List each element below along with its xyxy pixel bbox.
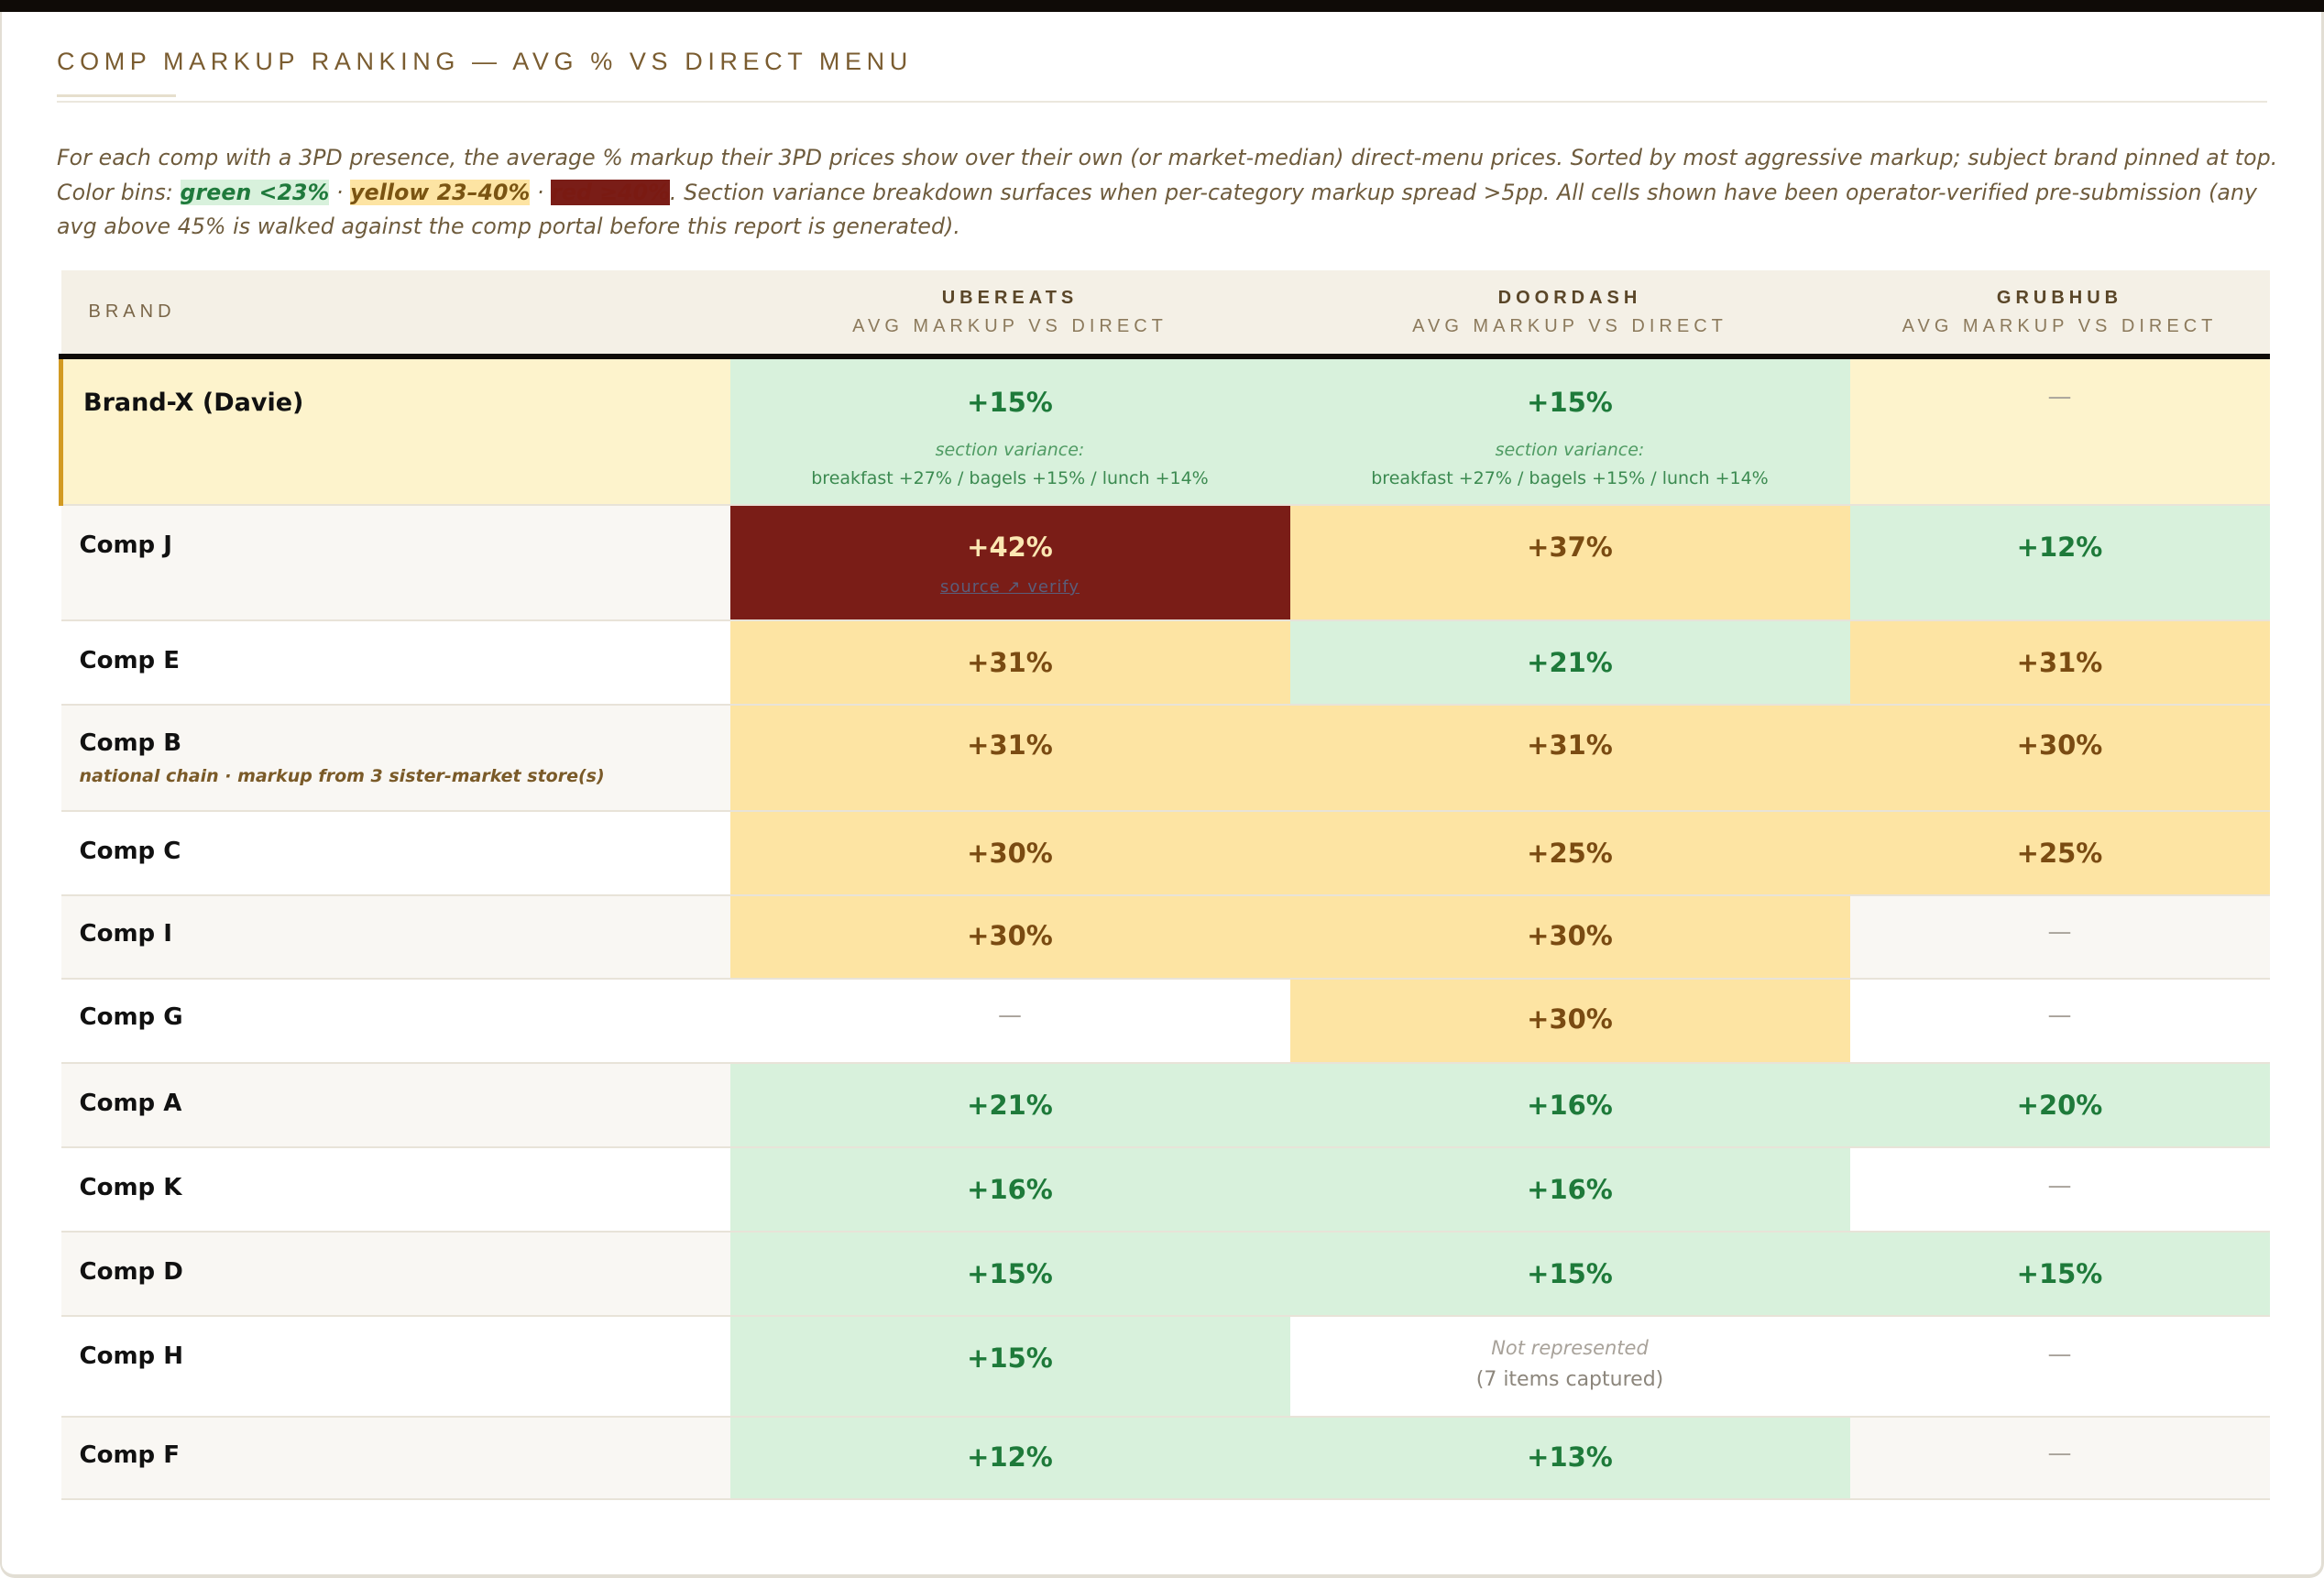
top-bar: [0, 0, 2324, 12]
title-divider: [57, 101, 2267, 103]
brand-name: Comp J: [60, 505, 730, 621]
grubhub-markup-cell: +25%: [1849, 811, 2270, 896]
grubhub-markup-cell: —: [1849, 1417, 2270, 1500]
table-row-comp-c: Comp C +30% +25% +25%: [60, 811, 2270, 896]
report-description: For each comp with a 3PD presence, the a…: [57, 141, 2293, 245]
grubhub-markup-cell: —: [1849, 1316, 2270, 1418]
ubereats-markup-cell: +15%: [729, 1232, 1290, 1317]
brand-name: Comp B: [79, 729, 182, 757]
brand-column-header: BRAND: [60, 270, 730, 359]
markup-value: +15%: [967, 387, 1053, 418]
ubereats-markup-cell: +30%: [729, 811, 1290, 896]
doordash-markup-cell: +15%: [1289, 1232, 1850, 1317]
variance-label: section variance:: [1495, 440, 1645, 460]
not-represented-label: Not represented: [1491, 1337, 1649, 1359]
table-row-comp-k: Comp K +16% +16% —: [60, 1147, 2270, 1233]
ubereats-markup-cell: —: [729, 979, 1290, 1064]
variance-label: section variance:: [935, 440, 1085, 460]
brand-name: Comp F: [60, 1417, 730, 1500]
brand-note: national chain · markup from 3 sister-ma…: [79, 766, 605, 786]
section-variance: section variance: breakfast +27% / bagels…: [1290, 436, 1850, 493]
ubereats-header-label: UBEREATS: [941, 287, 1079, 308]
doordash-markup-cell: +13%: [1289, 1417, 1850, 1500]
ubereats-column-header: UBEREATS AVG MARKUP VS DIRECT: [729, 270, 1290, 359]
table-row-comp-e: Comp E +31% +21% +31%: [60, 620, 2270, 706]
table-row-comp-i: Comp I +30% +30% —: [60, 895, 2270, 980]
legend-green: green <23%: [180, 179, 330, 205]
ubereats-markup-cell: +15%: [729, 1316, 1290, 1418]
brand-name: Brand-X (Davie): [59, 356, 730, 506]
table-row-comp-b: Comp B national chain · markup from 3 sis…: [60, 705, 2270, 812]
report-title: COMP MARKUP RANKING — AVG % VS DIRECT ME…: [57, 48, 913, 75]
table-row-comp-a: Comp A +21% +16% +20%: [60, 1063, 2270, 1148]
grubhub-header-label: GRUBHUB: [1996, 287, 2123, 308]
grubhub-markup-cell: +15%: [1849, 1232, 2270, 1317]
doordash-markup-cell: +30%: [1289, 895, 1850, 980]
ubereats-header-sub: AVG MARKUP VS DIRECT: [852, 315, 1167, 336]
brand-name: Comp A: [60, 1063, 730, 1148]
variance-breakdown: breakfast +27% / bagels +15% / lunch +14…: [811, 468, 1209, 488]
table-row-comp-g: Comp G — +30% —: [60, 979, 2270, 1064]
ubereats-markup-cell: +21%: [729, 1063, 1290, 1148]
brand-name-cell: Comp B national chain · markup from 3 sis…: [60, 705, 730, 812]
table-row-comp-j: Comp J +42% source ↗ verify +37% +12%: [60, 505, 2270, 621]
ubereats-markup-cell: +16%: [729, 1147, 1290, 1233]
grubhub-markup-cell: +20%: [1849, 1063, 2270, 1148]
ubereats-markup-cell: +15% section variance: breakfast +27% / ba…: [729, 356, 1290, 506]
grubhub-markup-cell: +12%: [1849, 505, 2270, 621]
table-row-comp-h: Comp H +15% Not represented (7 items capt…: [60, 1316, 2270, 1418]
ubereats-markup-cell: +42% source ↗ verify: [729, 505, 1290, 621]
doordash-markup-cell: +21%: [1289, 620, 1850, 706]
doordash-markup-cell: +16%: [1289, 1147, 1850, 1233]
brand-name: Comp G: [60, 979, 730, 1064]
grubhub-header-sub: AVG MARKUP VS DIRECT: [1902, 315, 2218, 336]
legend-sep: ·: [530, 179, 552, 205]
table-row-brand-x: Brand-X (Davie) +15% section variance: bre…: [59, 356, 2270, 506]
ubereats-markup-cell: +31%: [729, 620, 1290, 706]
doordash-markup-cell: +25%: [1289, 811, 1850, 896]
grubhub-markup-cell: —: [1849, 356, 2270, 506]
doordash-markup-cell: +31%: [1289, 705, 1850, 812]
report-card: [0, 12, 2324, 1578]
brand-name: Comp C: [60, 811, 730, 896]
table-row-comp-d: Comp D +15% +15% +15%: [60, 1232, 2270, 1317]
markup-table: BRAND UBEREATS AVG MARKUP VS DIRECT DOORD…: [59, 270, 2270, 1500]
doordash-header-label: DOORDASH: [1497, 287, 1642, 308]
ubereats-markup-cell: +12%: [729, 1417, 1290, 1500]
variance-breakdown: breakfast +27% / bagels +15% / lunch +14…: [1371, 468, 1769, 488]
grubhub-column-header: GRUBHUB AVG MARKUP VS DIRECT: [1849, 270, 2270, 359]
brand-name: Comp D: [60, 1232, 730, 1317]
grubhub-markup-cell: —: [1849, 1147, 2270, 1233]
doordash-column-header: DOORDASH AVG MARKUP VS DIRECT: [1289, 270, 1850, 359]
description-intro: For each comp with a 3PD presence, the a…: [57, 145, 2278, 205]
doordash-markup-cell: Not represented (7 items captured): [1289, 1316, 1850, 1418]
grubhub-markup-cell: +30%: [1849, 705, 2270, 812]
markup-value: +15%: [1527, 387, 1613, 418]
doordash-markup-cell: +37%: [1289, 505, 1850, 621]
brand-name: Comp K: [60, 1147, 730, 1233]
markup-value: +42%: [967, 531, 1053, 563]
grubhub-markup-cell: —: [1849, 979, 2270, 1064]
doordash-markup-cell: +30%: [1289, 979, 1850, 1064]
ubereats-markup-cell: +31%: [729, 705, 1290, 812]
table-row-comp-f: Comp F +12% +13% —: [60, 1417, 2270, 1500]
legend-sep: ·: [329, 179, 351, 205]
doordash-markup-cell: +16%: [1289, 1063, 1850, 1148]
description-outro: . Section variance breakdown surfaces wh…: [57, 179, 2258, 240]
doordash-header-sub: AVG MARKUP VS DIRECT: [1412, 315, 1727, 336]
grubhub-markup-cell: +31%: [1849, 620, 2270, 706]
source-verify-link[interactable]: source ↗ verify: [939, 577, 1080, 597]
table-header-row: BRAND UBEREATS AVG MARKUP VS DIRECT DOORD…: [60, 270, 2270, 359]
legend-yellow: yellow 23–40%: [350, 179, 531, 205]
doordash-markup-cell: +15% section variance: breakfast +27% / ba…: [1289, 356, 1850, 506]
items-captured-label: (7 items captured): [1475, 1368, 1664, 1391]
brand-name: Comp I: [60, 895, 730, 980]
section-variance: section variance: breakfast +27% / bagels…: [730, 436, 1290, 493]
title-accent-rule: [57, 94, 176, 97]
brand-name: Comp E: [60, 620, 730, 706]
grubhub-markup-cell: —: [1849, 895, 2270, 980]
ubereats-markup-cell: +30%: [729, 895, 1290, 980]
legend-red: red ≥40%: [551, 179, 670, 205]
brand-name: Comp H: [60, 1316, 730, 1418]
